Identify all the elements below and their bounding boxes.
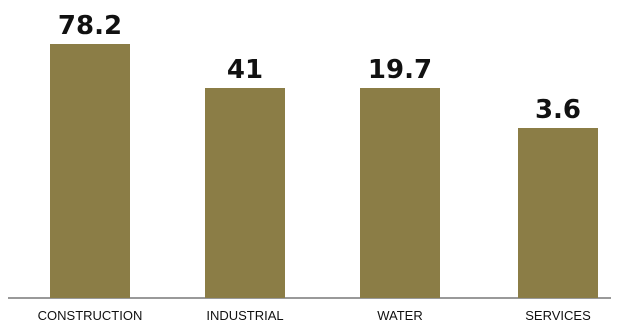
value-label-construction: 78.2 [58, 11, 122, 41]
bar-industrial [205, 88, 285, 298]
category-label-construction: CONSTRUCTION [38, 308, 143, 323]
bar-water [360, 88, 440, 298]
category-label-industrial: INDUSTRIAL [206, 308, 283, 323]
bar-construction [50, 44, 130, 298]
bar-services [518, 128, 598, 298]
category-label-water: WATER [377, 308, 423, 323]
value-label-industrial: 41 [227, 55, 263, 85]
value-label-services: 3.6 [535, 95, 581, 125]
value-label-water: 19.7 [368, 55, 432, 85]
category-label-services: SERVICES [525, 308, 591, 323]
